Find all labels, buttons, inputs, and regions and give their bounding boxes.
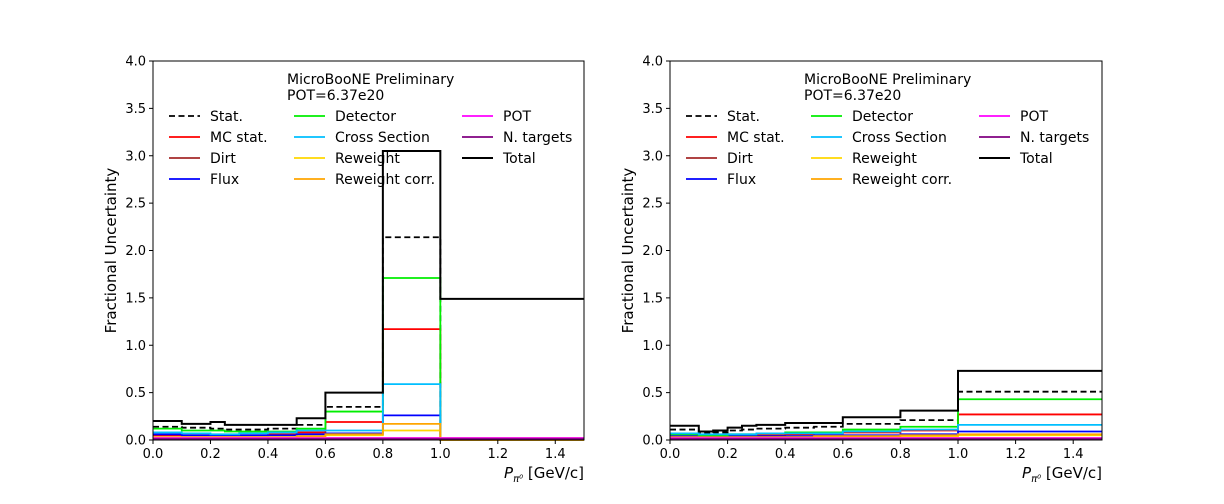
legend-label-6: Cross Section (335, 130, 430, 146)
legend-label-8: Reweight corr. (335, 172, 435, 188)
legend-label-1: Stat. (727, 109, 760, 125)
x-tick-label: 0.2 (717, 447, 738, 462)
y-tick-label: 4.0 (125, 55, 146, 70)
legend-label-1: Stat. (210, 109, 243, 125)
x-tick-label: 1.2 (487, 447, 508, 462)
x-axis-label: Pπ⁰ [GeV/c] (1022, 464, 1102, 485)
legend-label-5: Detector (852, 109, 913, 125)
x-tick-label: 1.2 (1005, 447, 1026, 462)
series-line-1 (670, 390, 1102, 435)
series-line-5 (153, 277, 584, 441)
legend-label-2: MC stat. (727, 130, 785, 146)
chart-panel-2: 0.0 0.2 0.4 0.6 0.8 1.0 1.2 1.4 0.0 0.5 1.0 1.5 2.0 2… (619, 55, 1103, 485)
legend-label-7: Reweight (335, 151, 400, 167)
series-line-1 (153, 236, 584, 441)
legend-label-6: Cross Section (852, 130, 947, 146)
x-tick-label: 1.4 (1063, 447, 1084, 462)
series-line-8 (153, 422, 584, 441)
legend-label-8: Reweight corr. (852, 172, 952, 188)
y-tick-label: 3.0 (125, 149, 146, 164)
x-tick-label: 0.0 (660, 447, 681, 462)
y-tick-label: 1.5 (642, 291, 663, 306)
y-tick-label: 2.5 (125, 197, 146, 212)
annotation-line-1: MicroBooNE Preliminary (287, 72, 454, 88)
x-tick-label: 0.4 (775, 447, 796, 462)
series-line-2 (153, 328, 584, 441)
series-line-11 (153, 150, 584, 426)
legend: Stat. MC stat. Dirt Flux Detector Cross Secti… (169, 109, 572, 188)
series-line-4 (153, 414, 584, 441)
x-tick-label: 0.6 (315, 447, 336, 462)
legend-label-11: Total (1019, 151, 1053, 167)
annotation-line-1: MicroBooNE Preliminary (804, 72, 971, 88)
legend-label-3: Dirt (727, 151, 753, 167)
x-tick-label: 0.4 (258, 447, 279, 462)
y-tick-label: 3.5 (125, 102, 146, 117)
y-tick-label: 0.0 (125, 434, 146, 449)
legend-label-9: POT (1020, 109, 1048, 125)
legend-label-2: MC stat. (210, 130, 268, 146)
chart-panel-1: 0.0 0.2 0.4 0.6 0.8 1.0 1.2 1.4 0.0 0.5 1.0 1.5 2.0 2… (102, 55, 585, 485)
series-line-11 (670, 369, 1102, 433)
annotation-line-2: POT=6.37e20 (804, 88, 901, 104)
y-tick-label: 0.0 (642, 434, 663, 449)
series-group (670, 369, 1102, 440)
y-tick-label: 1.5 (125, 291, 146, 306)
legend-label-4: Flux (210, 172, 239, 188)
y-axis-label: Fractional Uncertainty (102, 168, 120, 334)
series-line-6 (153, 383, 584, 441)
y-tick-label: 4.0 (642, 55, 663, 70)
legend-label-10: N. targets (503, 130, 572, 146)
legend-label-5: Detector (335, 109, 396, 125)
x-tick-label: 1.0 (948, 447, 969, 462)
y-tick-label: 0.5 (642, 386, 663, 401)
y-tick-label: 3.5 (642, 102, 663, 117)
x-tick-label: 0.2 (200, 447, 221, 462)
legend-label-11: Total (502, 151, 536, 167)
x-tick-label: 1.0 (430, 447, 451, 462)
y-tick-label: 2.5 (642, 197, 663, 212)
legend-label-4: Flux (727, 172, 756, 188)
legend: Stat. MC stat. Dirt Flux Detector Cross Secti… (686, 109, 1089, 188)
legend-label-3: Dirt (210, 151, 236, 167)
legend-label-9: POT (503, 109, 531, 125)
y-tick-label: 3.0 (642, 149, 663, 164)
y-tick-label: 2.0 (125, 244, 146, 259)
x-tick-label: 0.6 (832, 447, 853, 462)
y-tick-label: 0.5 (125, 386, 146, 401)
series-line-6 (670, 423, 1102, 436)
x-tick-label: 0.0 (143, 447, 164, 462)
y-tick-label: 1.0 (125, 339, 146, 354)
legend-label-7: Reweight (852, 151, 917, 167)
series-group (153, 150, 584, 441)
x-tick-label: 0.8 (373, 447, 394, 462)
y-tick-label: 1.0 (642, 339, 663, 354)
x-axis-label: Pπ⁰ [GeV/c] (504, 464, 584, 485)
y-tick-label: 2.0 (642, 244, 663, 259)
annotation-line-2: POT=6.37e20 (287, 88, 384, 104)
x-tick-label: 0.8 (890, 447, 911, 462)
series-line-8 (670, 433, 1102, 439)
legend-label-10: N. targets (1020, 130, 1089, 146)
x-tick-label: 1.4 (545, 447, 566, 462)
y-axis-label: Fractional Uncertainty (619, 168, 637, 334)
